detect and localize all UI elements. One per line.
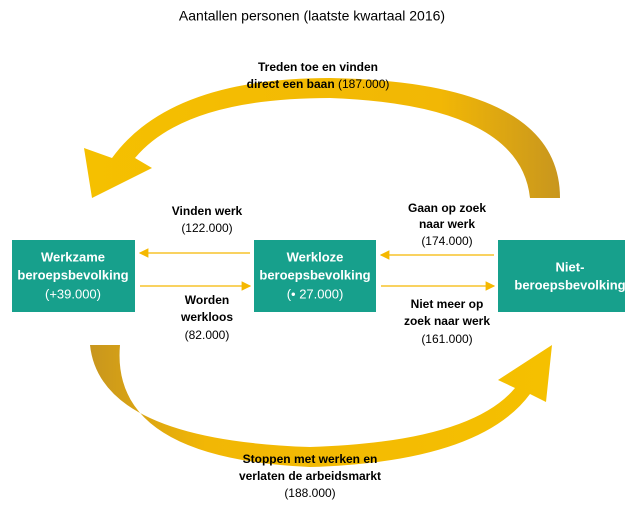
flow-value: (188.000) xyxy=(284,486,335,500)
flow-label: Gaan op zoek xyxy=(408,201,486,215)
flow-label: Treden toe en vinden xyxy=(258,60,378,74)
flow-label: direct een baan (187.000) xyxy=(247,77,390,91)
top-arc-arrow xyxy=(84,78,560,198)
node-label: beroepsbevolking xyxy=(514,277,625,292)
flow-label: direct een baan xyxy=(247,77,335,91)
flow-label: naar werk xyxy=(419,217,475,231)
flow-label: Worden xyxy=(185,293,229,307)
title: Aantallen personen (laatste kwartaal 201… xyxy=(179,8,445,24)
flow-value: (187.000) xyxy=(338,77,389,91)
flow-value: (174.000) xyxy=(421,234,472,248)
flow-label: Vinden werk xyxy=(172,204,243,218)
node-label: Werkzame xyxy=(41,249,105,264)
node-label: (+39.000) xyxy=(45,286,101,301)
flow-label: Stoppen met werken en xyxy=(243,452,378,466)
flow-value: (161.000) xyxy=(421,332,472,346)
flow-value: (122.000) xyxy=(181,221,232,235)
node-label: Niet- xyxy=(556,259,585,274)
flow-label: werkloos xyxy=(180,310,233,324)
flow-value: (82.000) xyxy=(185,328,230,342)
node-label: Werkloze xyxy=(287,249,344,264)
flow-label: verlaten de arbeidsmarkt xyxy=(239,469,381,483)
node-box xyxy=(12,240,135,312)
flow-label: Niet meer op xyxy=(411,297,484,311)
flow-label: zoek naar werk xyxy=(404,314,490,328)
bottom-arc-arrow xyxy=(90,345,552,467)
node-box xyxy=(498,240,625,312)
node-box xyxy=(254,240,376,312)
node-label: beroepsbevolking xyxy=(17,267,128,282)
node-label: beroepsbevolking xyxy=(259,267,370,282)
node-label: (• 27.000) xyxy=(287,286,344,301)
